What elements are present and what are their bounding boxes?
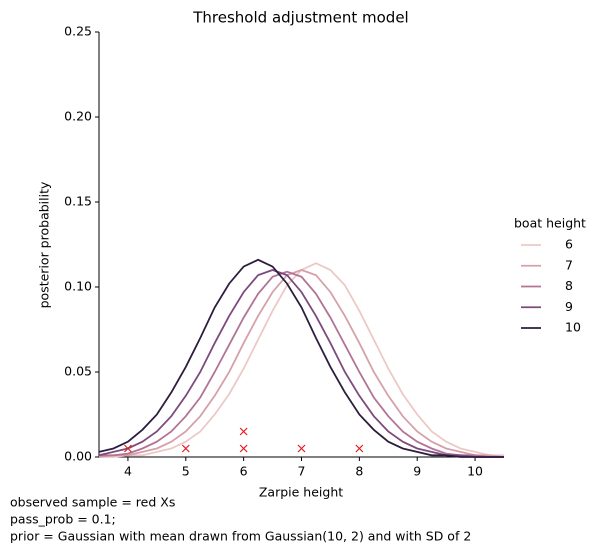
- legend-label: 8: [565, 278, 573, 293]
- x-tick-label: 8: [355, 464, 363, 479]
- sample-point: [297, 444, 306, 453]
- x-tick-label: 5: [182, 464, 190, 479]
- y-axis-label: posterior probability: [37, 181, 52, 308]
- y-tick-label: 0.20: [64, 109, 92, 124]
- line-series: [98, 269, 504, 458]
- sample-point: [181, 444, 190, 453]
- y-tick-label: 0.25: [64, 24, 92, 39]
- y-tick-label: 0.15: [64, 194, 92, 209]
- x-tick-label: 4: [124, 464, 132, 479]
- y-tick-label: 0.10: [64, 279, 92, 294]
- legend-label: 9: [565, 299, 573, 314]
- x-axis-label: Zarpie height: [259, 485, 343, 500]
- sample-point: [124, 444, 132, 453]
- footnote: observed sample = red Xs: [10, 495, 175, 510]
- x-tick-label: 7: [298, 464, 306, 479]
- footnote: prior = Gaussian with mean drawn from Ga…: [10, 529, 471, 544]
- legend-title: boat height: [514, 216, 586, 231]
- sample-point: [239, 427, 248, 436]
- x-tick-label: 9: [413, 464, 421, 479]
- sample-point: [355, 444, 364, 453]
- chart-title: Threshold adjustment model: [192, 9, 408, 27]
- line-series: [98, 269, 505, 458]
- x-tick-label: 6: [240, 464, 248, 479]
- legend-label: 7: [565, 257, 573, 272]
- footnote: pass_prob = 0.1;: [10, 512, 116, 527]
- y-tick-label: 0.00: [64, 449, 92, 464]
- line-series: [99, 270, 504, 458]
- x-tick-label: 10: [467, 464, 483, 479]
- line-series: [98, 258, 504, 458]
- sample-point: [239, 444, 248, 453]
- legend-label: 10: [565, 320, 581, 335]
- legend-label: 6: [565, 237, 573, 252]
- y-tick-label: 0.05: [64, 364, 92, 379]
